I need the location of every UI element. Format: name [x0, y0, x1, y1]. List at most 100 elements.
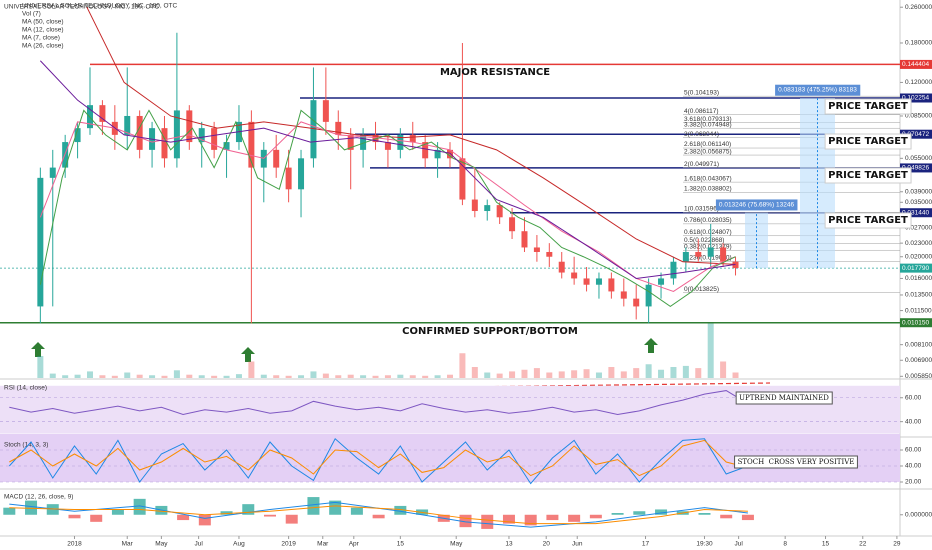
- histogram-bar: [524, 514, 537, 526]
- volume-bar: [620, 371, 627, 378]
- annotation: STOCH CROSS VERY POSITIVE: [738, 458, 855, 466]
- histogram-bar: [502, 514, 515, 524]
- candle-body: [384, 142, 391, 150]
- fib-label: 4(0.086117): [684, 108, 719, 115]
- histogram-bar: [133, 498, 146, 515]
- annotation-box: [824, 98, 912, 115]
- annotation: PRICE TARGET: [828, 101, 908, 112]
- y-tick-label: 0.027000: [905, 224, 932, 231]
- x-tick-label: Jul: [194, 541, 203, 548]
- candle-body: [571, 272, 578, 279]
- volume-bar: [707, 323, 714, 378]
- candle-body: [558, 261, 565, 273]
- candle-body: [583, 278, 590, 285]
- candle-body: [49, 167, 56, 178]
- histogram-bar: [220, 511, 233, 515]
- volume-bar: [285, 375, 292, 378]
- annotation: PRICE TARGET: [828, 170, 908, 181]
- candle-body: [670, 261, 677, 279]
- x-tick-label: Jul: [734, 541, 743, 548]
- candle-body: [273, 149, 280, 168]
- fib-label: 1(0.031596): [684, 205, 719, 212]
- histogram-bar: [264, 514, 276, 517]
- volume-bar: [149, 375, 156, 378]
- candle-body: [509, 217, 516, 232]
- annotation: MAJOR RESISTANCE: [440, 67, 550, 78]
- candle-body: [285, 167, 292, 190]
- volume-bar: [273, 375, 280, 378]
- y-tick-label: 0.005850: [905, 373, 932, 380]
- candle-body: [397, 134, 404, 150]
- y-tick-label: 0.020000: [905, 253, 932, 260]
- candle-body: [620, 291, 627, 299]
- panel-title: RSI (14, close): [4, 385, 47, 392]
- x-tick-label: 22: [859, 541, 867, 548]
- volume-bar: [633, 368, 640, 378]
- legend-entry: Vol (7): [22, 11, 41, 18]
- level-label-bg: [900, 263, 932, 273]
- level-label: 0.070472: [902, 131, 929, 138]
- x-tick-label: 20: [543, 541, 551, 548]
- annotation-box: [735, 391, 833, 405]
- fib-label: 3(0.068044): [684, 131, 719, 138]
- candle-body: [161, 128, 168, 159]
- y-tick-label: 20.00: [905, 479, 922, 486]
- candle-body: [322, 100, 329, 122]
- chart-title: UNIVERSAL SOLAR TECHNOLOGY, INC., 180, O…: [22, 3, 178, 10]
- candle-body: [484, 205, 491, 212]
- measure-label: 0.013246 (75.68%) 13246: [719, 201, 795, 208]
- volume-bar: [397, 374, 404, 378]
- volume-bar: [211, 375, 218, 378]
- measure-label: 0.083183 (475.25%) 83183: [778, 87, 857, 94]
- candle-body: [74, 128, 81, 143]
- volume-bar: [434, 375, 441, 378]
- panel-title: UNIVERSAL SOLAR TECHNOLOGY, INC., 180, O…: [4, 4, 160, 11]
- y-tick-label: 0.120000: [905, 79, 932, 86]
- series-line: [9, 505, 748, 525]
- volume-bar: [49, 373, 56, 378]
- fib-label: 0(0.013825): [684, 286, 719, 293]
- histogram-bar: [242, 504, 255, 515]
- volume-bar: [384, 375, 391, 378]
- histogram-bar: [198, 514, 211, 526]
- x-tick-label: Apr: [349, 541, 360, 548]
- y-tick-label: 0.016000: [905, 275, 932, 282]
- volume-bar: [74, 374, 81, 378]
- y-tick-label: 0.055000: [905, 155, 932, 162]
- candle-body: [707, 247, 714, 257]
- histogram-bar: [741, 514, 754, 521]
- series-line: [9, 390, 749, 415]
- volume-bar: [136, 374, 143, 378]
- legend-entry: MA (7, close): [22, 35, 60, 42]
- fib-label: 0.786(0.028035): [684, 217, 732, 224]
- histogram-bar: [546, 514, 559, 521]
- candle-body: [223, 142, 230, 150]
- x-tick-label: 15: [822, 541, 830, 548]
- candle-body: [459, 158, 466, 200]
- fib-label: 0.236(0.019090): [684, 254, 732, 261]
- y-tick-label: 0.180000: [905, 40, 932, 47]
- volume-bar: [583, 369, 590, 378]
- histogram-bar: [481, 514, 494, 529]
- histogram-bar: [68, 514, 81, 519]
- candle-body: [347, 134, 354, 150]
- y-tick-label: 0.260000: [905, 4, 932, 11]
- level-label: 0.010150: [902, 319, 929, 326]
- volume-bar: [260, 374, 267, 378]
- level-label-bg: [900, 129, 932, 139]
- volume-bar: [533, 368, 540, 378]
- histogram-bar: [720, 514, 733, 519]
- fib-label: 0.5(0.022868): [684, 237, 724, 244]
- y-tick-label: 0.035000: [905, 199, 932, 206]
- histogram-bar: [568, 514, 581, 522]
- volume-bar: [409, 375, 416, 378]
- fib-label: 1.618(0.043067): [684, 175, 732, 182]
- volume-bar: [546, 372, 553, 378]
- level-label-bg: [900, 59, 932, 69]
- candle-body: [695, 251, 702, 257]
- x-tick-label: May: [450, 541, 463, 548]
- volume-bar: [608, 367, 615, 378]
- histogram-bar: [111, 509, 124, 515]
- y-tick-label: 0.000000: [905, 511, 932, 518]
- annotation-box: [824, 167, 912, 184]
